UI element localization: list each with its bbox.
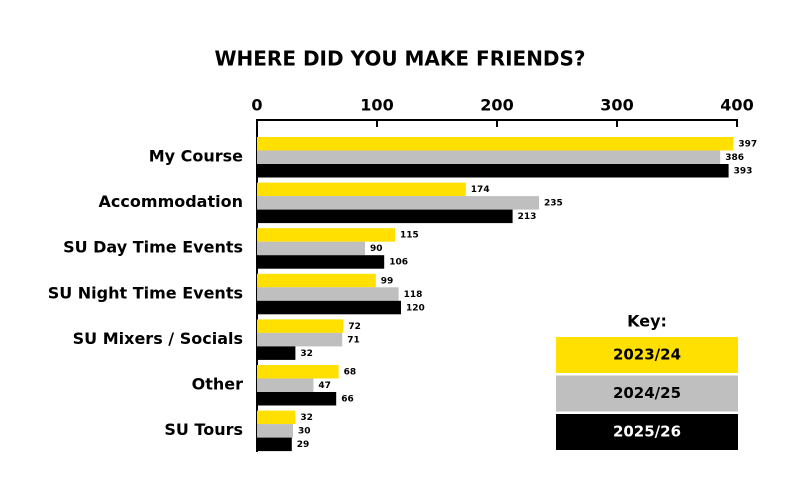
x-tick-label: 400 (720, 96, 753, 115)
value-label: 32 (300, 413, 313, 423)
chart-title: WHERE DID YOU MAKE FRIENDS? (214, 47, 585, 71)
value-label: 174 (471, 185, 490, 195)
value-label: 47 (318, 381, 331, 391)
bar (257, 196, 539, 210)
category-label: Other (192, 375, 243, 394)
category-label: SU Tours (164, 420, 243, 439)
bar (257, 137, 734, 151)
value-label: 71 (347, 335, 360, 345)
value-label: 118 (404, 290, 423, 300)
bar (257, 255, 385, 269)
bar (257, 365, 339, 379)
value-label: 66 (341, 395, 354, 405)
x-tick-label: 100 (360, 96, 393, 115)
legend-swatch (556, 375, 738, 412)
legend-swatch (556, 414, 738, 450)
bar (257, 209, 513, 224)
bar (257, 150, 721, 164)
value-label: 235 (544, 199, 563, 209)
value-label: 120 (406, 303, 425, 313)
value-label: 90 (370, 244, 383, 254)
value-label: 29 (297, 440, 310, 450)
bar (257, 332, 343, 347)
value-label: 106 (389, 258, 408, 268)
legend-label: 2023/24 (613, 346, 681, 364)
value-label: 213 (518, 212, 537, 222)
bar (257, 378, 314, 392)
x-tick-label: 200 (480, 96, 513, 115)
x-tick-label: 0 (251, 96, 262, 115)
legend-label: 2024/25 (613, 384, 681, 402)
legend-swatch (556, 337, 738, 373)
bar (257, 228, 395, 242)
x-tick-label: 300 (600, 96, 633, 115)
bar (257, 410, 296, 425)
bar (257, 437, 292, 452)
category-label: Accommodation (99, 192, 243, 211)
bar (257, 241, 365, 256)
category-label: SU Day Time Events (63, 238, 243, 257)
category-label: My Course (149, 147, 243, 166)
category-label: SU Mixers / Socials (73, 329, 243, 348)
value-label: 386 (725, 153, 744, 163)
bar (257, 287, 399, 301)
bar (257, 392, 337, 406)
legend-label: 2025/26 (613, 423, 681, 441)
bar (257, 424, 293, 438)
bar (257, 164, 729, 178)
value-label: 115 (400, 231, 419, 241)
value-label: 397 (738, 140, 757, 150)
value-label: 30 (298, 427, 311, 437)
value-label: 393 (734, 167, 753, 177)
value-label: 68 (344, 368, 357, 378)
category-label: SU Night Time Events (48, 283, 243, 302)
bar (257, 182, 466, 197)
bar (257, 273, 376, 288)
legend-title: Key: (627, 312, 667, 331)
bar (257, 319, 344, 333)
value-label: 32 (300, 349, 313, 359)
value-label: 99 (381, 276, 394, 286)
value-label: 72 (348, 322, 361, 332)
bar (257, 300, 401, 315)
bar (257, 346, 296, 360)
